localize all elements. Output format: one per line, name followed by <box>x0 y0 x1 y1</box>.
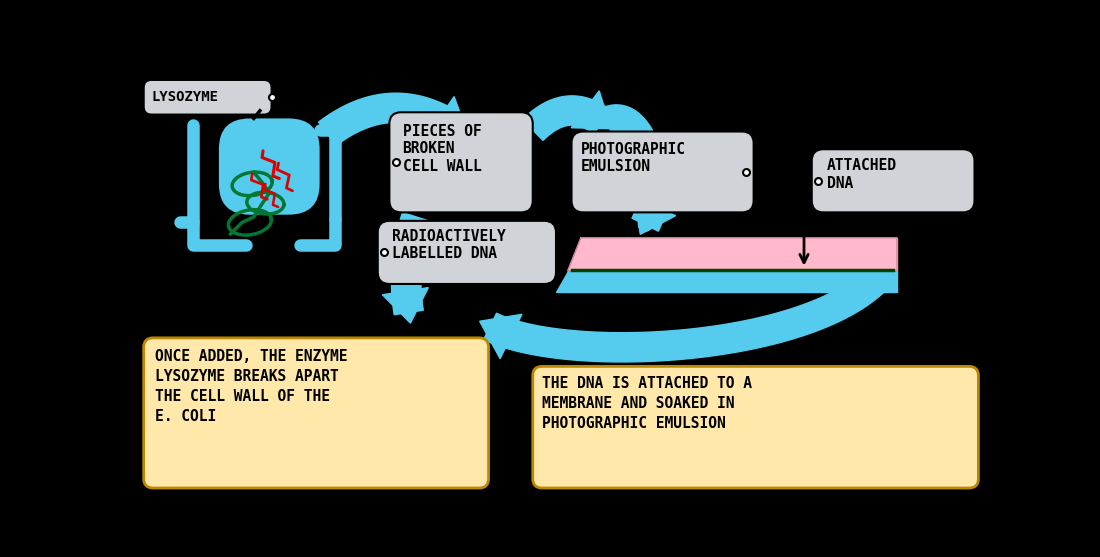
Polygon shape <box>568 238 896 271</box>
Polygon shape <box>426 96 469 137</box>
FancyBboxPatch shape <box>389 113 532 212</box>
Polygon shape <box>383 287 428 323</box>
Polygon shape <box>484 271 883 362</box>
Polygon shape <box>392 213 430 315</box>
Polygon shape <box>600 105 667 231</box>
FancyBboxPatch shape <box>572 131 754 212</box>
FancyBboxPatch shape <box>532 367 978 488</box>
FancyBboxPatch shape <box>144 338 488 488</box>
Polygon shape <box>556 271 896 292</box>
Text: THE DNA IS ATTACHED TO A
MEMBRANE AND SOAKED IN
PHOTOGRAPHIC EMULSION: THE DNA IS ATTACHED TO A MEMBRANE AND SO… <box>542 377 752 431</box>
Polygon shape <box>319 93 468 145</box>
Text: PHOTOGRAPHIC
EMULSION: PHOTOGRAPHIC EMULSION <box>581 141 685 174</box>
FancyBboxPatch shape <box>219 119 320 214</box>
Polygon shape <box>571 91 612 129</box>
Polygon shape <box>634 195 675 234</box>
Text: ONCE ADDED, THE ENZYME
LYSOZYME BREAKS APART
THE CELL WALL OF THE
E. COLI: ONCE ADDED, THE ENZYME LYSOZYME BREAKS A… <box>154 349 348 424</box>
Text: LYSOZYME: LYSOZYME <box>152 90 219 104</box>
Polygon shape <box>522 96 612 140</box>
Text: ATTACHED
DNA: ATTACHED DNA <box>827 159 898 191</box>
Polygon shape <box>480 314 521 359</box>
FancyBboxPatch shape <box>812 149 975 212</box>
Text: RADIOACTIVELY
LABELLED DNA: RADIOACTIVELY LABELLED DNA <box>392 228 505 261</box>
FancyBboxPatch shape <box>144 80 272 115</box>
FancyBboxPatch shape <box>377 221 556 284</box>
Text: PIECES OF
BROKEN
CELL WALL: PIECES OF BROKEN CELL WALL <box>403 124 482 174</box>
